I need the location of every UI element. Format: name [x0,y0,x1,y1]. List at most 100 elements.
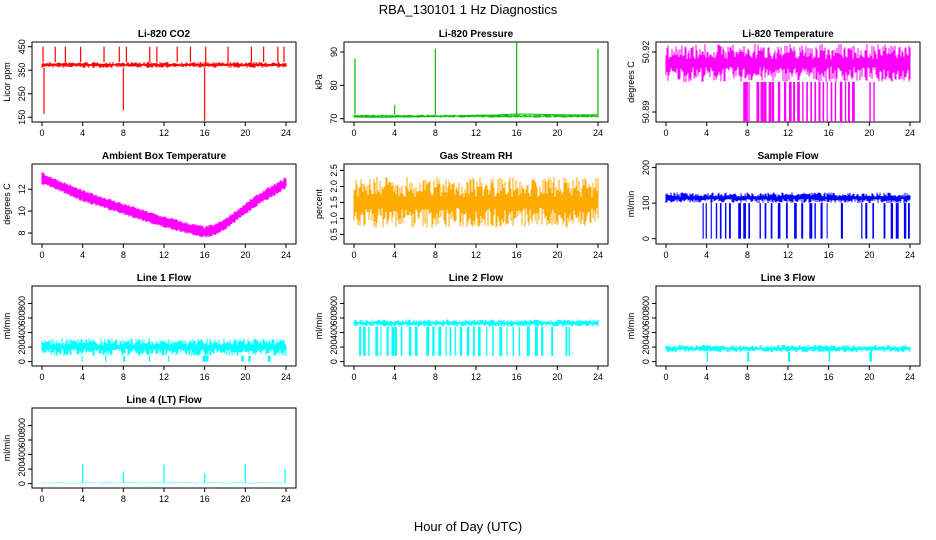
drop-mark [820,203,823,239]
drop-mark [359,326,362,356]
x-tick-label: 24 [281,128,291,138]
y-tick-label: 10 [17,206,27,216]
drop-mark [771,82,775,122]
x-tick-label: 12 [159,494,169,504]
x-tick-label: 12 [159,250,169,260]
y-tick-label: 800 [17,418,27,433]
drop-mark [768,82,772,122]
x-tick-label: 4 [704,372,709,382]
x-tick-label: 0 [39,372,44,382]
drop-mark [822,82,825,122]
drop-mark [802,82,804,122]
y-tick-label: 200 [641,160,651,175]
y-tick-label: 800 [641,296,651,311]
panel-title: Line 1 Flow [137,273,192,284]
x-tick-label: 12 [471,372,481,382]
y-tick-label: 600 [17,432,27,447]
x-tick-label: 16 [200,494,210,504]
y-tick-label: 400 [17,325,27,340]
y-tick-label: 200 [17,462,27,477]
drop-mark [492,326,494,356]
drop-mark [869,82,871,122]
drop-mark [890,203,894,239]
x-tick-label: 20 [552,372,562,382]
chart-panel-3: Li-820 Temperature degrees C 0 4 8 12 16 20 24 50… [626,29,921,138]
drop-mark [368,326,370,356]
drop-mark [499,326,503,356]
x-tick-label: 16 [200,128,210,138]
x-tick-label: 0 [39,128,44,138]
drop-mark [432,326,435,356]
series-line [353,113,599,118]
chart-panel-9: Line 3 Flow ml/min 0 4 8 12 16 20 24 0 20040060080… [626,273,921,382]
drop-mark [386,326,389,356]
drop-mark [375,326,379,356]
x-tick-label: 8 [433,128,438,138]
drop-mark [745,82,748,122]
drop-mark [706,352,708,362]
drop-mark [903,203,907,239]
y-tick-label: 0.5 [329,228,339,241]
x-tick-label: 4 [80,494,85,504]
figure-title: RBA_130101 1 Hz Diagnostics [379,2,558,17]
drop-mark [777,203,781,239]
y-tick-label: 200 [17,340,27,355]
y-tick-label: 0 [17,359,27,364]
drop-mark [534,326,538,356]
drop-mark [526,326,530,356]
x-tick-label: 24 [593,250,603,260]
panel-ylabel: ml/min [626,191,636,218]
drop-mark [788,352,791,362]
y-tick-label: 50.89 [641,101,651,124]
drop-mark [267,355,271,362]
drop-mark [844,82,847,122]
x-tick-label: 4 [392,250,397,260]
x-tick-label: 12 [783,372,793,382]
drop-mark [806,82,808,122]
x-tick-label: 16 [824,250,834,260]
drop-mark [512,326,515,356]
drop-mark [747,352,750,362]
x-tick-label: 24 [593,372,603,382]
drop-mark [830,82,833,122]
panel-title: Li-820 CO2 [138,29,191,40]
panel-ylabel: percent [314,188,324,219]
x-tick-label: 0 [39,250,44,260]
y-tick-label: 250 [17,86,27,101]
x-tick-label: 8 [121,372,126,382]
chart-panel-2: Li-820 Pressure kPa 0 4 8 12 16 20 24 70 80 90 [314,29,609,138]
drop-mark [710,203,712,239]
panel-ylabel: ml/min [626,313,636,340]
drop-mark [738,203,741,239]
drop-mark [760,82,764,122]
drop-mark [834,82,837,122]
panel-ylabel: ml/min [314,313,324,340]
panel-ylabel: ml/min [2,313,12,340]
drop-mark [724,203,727,239]
x-tick-label: 20 [240,128,250,138]
drop-mark [828,352,831,362]
y-tick-label: 150 [17,110,27,125]
drop-mark [883,203,886,239]
drop-mark [363,326,366,356]
panel-title: Line 3 Flow [761,273,816,284]
drop-mark [241,355,244,362]
panel-title: Li-820 Temperature [742,29,834,40]
y-tick-label: 600 [329,310,339,325]
drop-mark [394,326,398,356]
y-tick-label: 400 [17,447,27,462]
drop-mark [729,203,731,239]
y-tick-label: 2.0 [329,180,339,193]
drop-mark [847,82,850,122]
chart-panel-5: Gas Stream RH percent 0 4 8 12 16 20 24 0.5 1.0 1.5… [314,151,609,260]
drop-mark [840,203,843,239]
drop-mark [715,203,718,239]
drop-mark [763,82,767,122]
x-tick-label: 16 [512,372,522,382]
x-tick-label: 12 [783,128,793,138]
drop-mark [380,326,382,356]
panel-ylabel: Licor ppm [2,62,12,102]
x-tick-label: 20 [240,494,250,504]
drop-mark [449,326,452,356]
